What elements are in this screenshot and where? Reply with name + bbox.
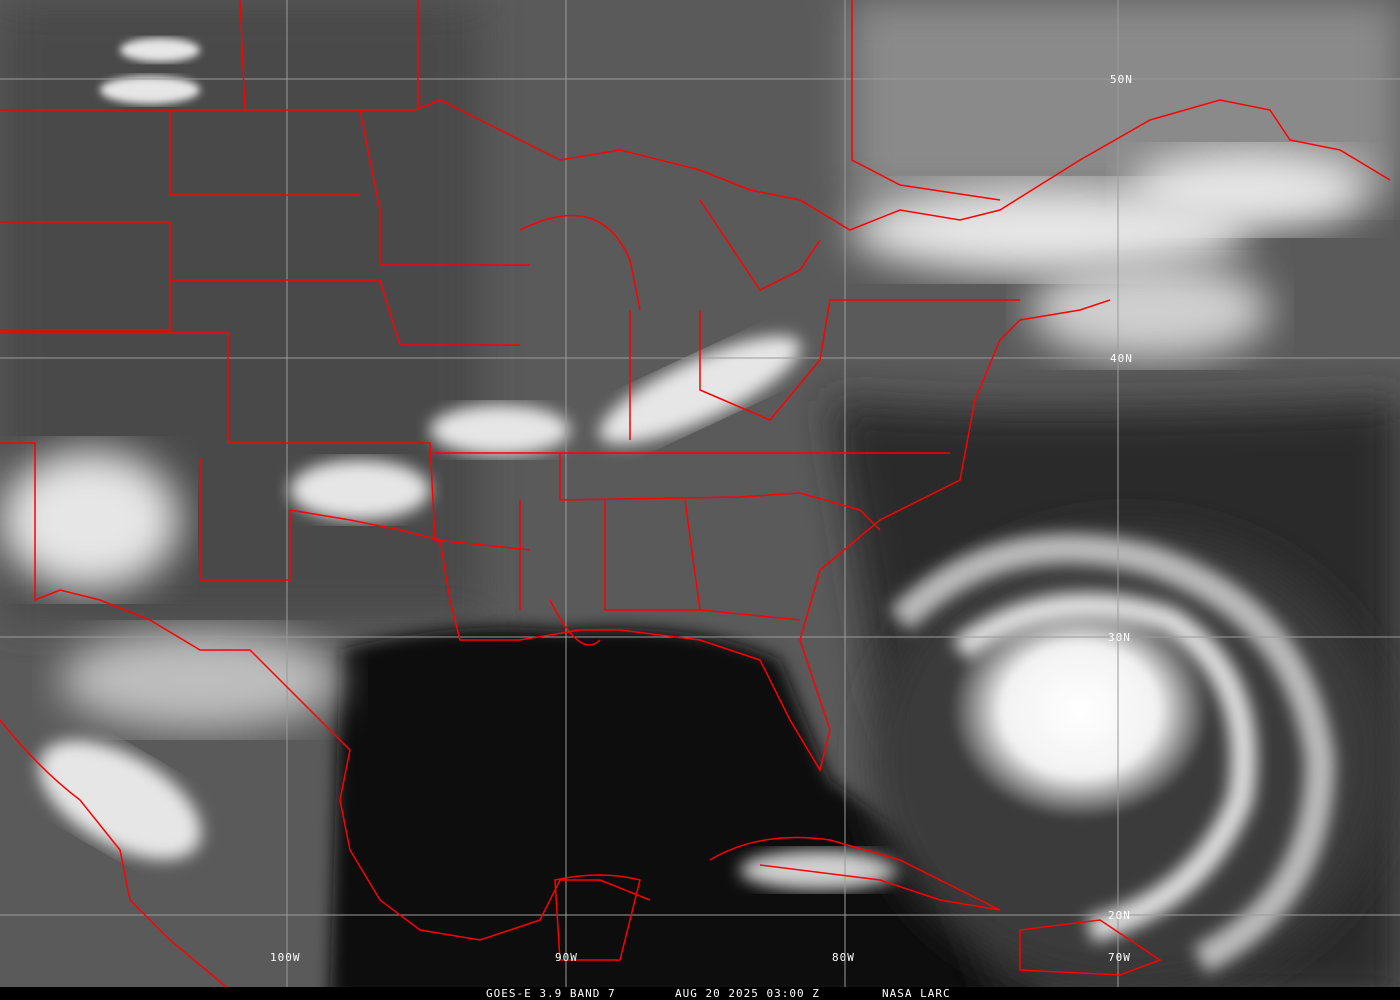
lon-label-70w: 70W: [1108, 951, 1131, 964]
lon-label-80w: 80W: [832, 951, 855, 964]
sensor-label: GOES-E 3.9 BAND 7: [486, 987, 616, 1000]
datetime-label: AUG 20 2025 03:00 Z: [675, 987, 820, 1000]
image-caption-bar: GOES-E 3.9 BAND 7 AUG 20 2025 03:00 Z NA…: [0, 987, 1400, 1000]
credit-label: NASA LARC: [882, 987, 951, 1000]
lon-label-100w: 100W: [270, 951, 301, 964]
cloud-masses: [0, 38, 1370, 890]
lat-label-40n: 40N: [1110, 352, 1133, 365]
lon-label-90w: 90W: [555, 951, 578, 964]
lat-label-50n: 50N: [1110, 73, 1133, 86]
lat-label-20n: 20N: [1108, 909, 1131, 922]
lat-label-30n: 30N: [1108, 631, 1131, 644]
hurricane: [870, 530, 1390, 990]
